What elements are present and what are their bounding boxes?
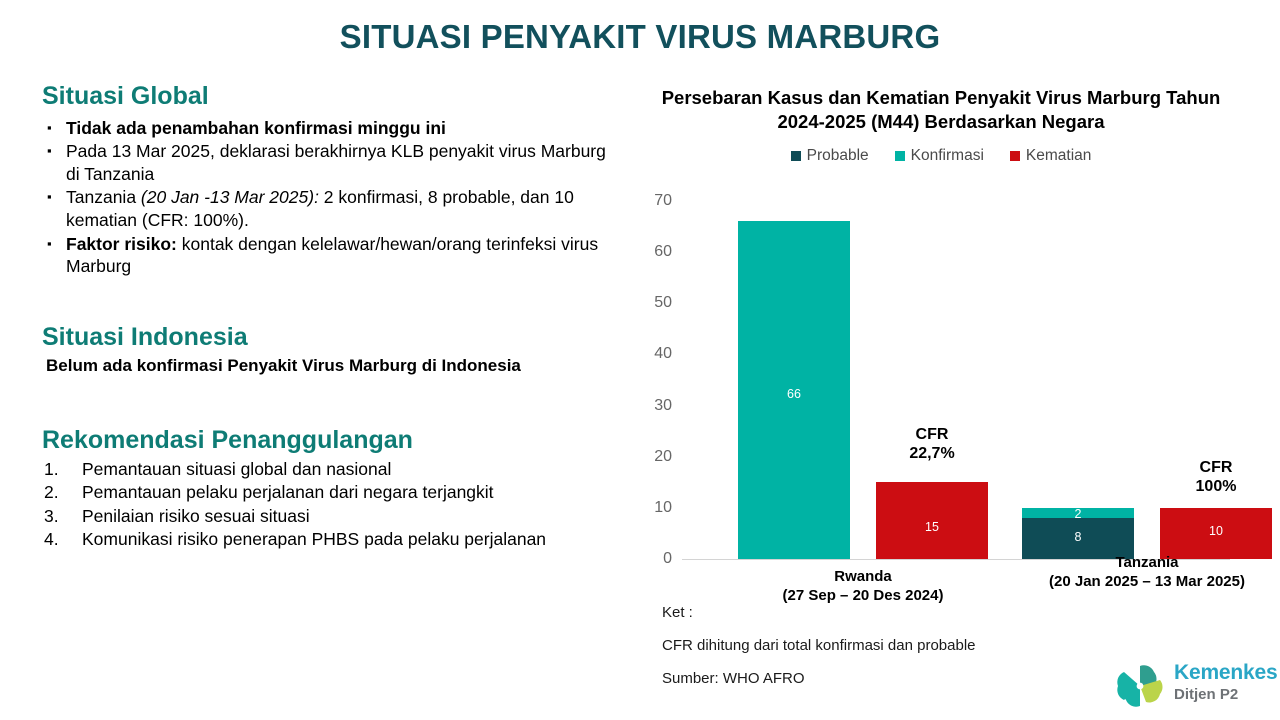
cfr-annotation-line1: CFR	[1199, 458, 1233, 476]
cfr-annotation-line2: 22,7%	[909, 445, 955, 463]
global-bullet-2: ▪ Tanzania (20 Jan -13 Mar 2025): 2 konfi…	[42, 186, 612, 231]
chart-notes: Ket : CFR dihitung dari total konfirmasi…	[662, 604, 1182, 687]
y-axis-tick-20: 20	[654, 447, 672, 465]
y-axis-tick-0: 0	[663, 550, 672, 567]
legend-item-konfirmasi[interactable]: Konfirmasi	[894, 147, 984, 165]
legend-swatch-icon	[894, 151, 905, 162]
category-period: (27 Sep – 20 Des 2024)	[782, 586, 944, 604]
category-period: (20 Jan 2025 – 13 Mar 2025)	[1049, 572, 1245, 590]
global-bullet-3: ▪ Faktor risiko: kontak dengan kelelawar/…	[42, 233, 612, 278]
rekomendasi-text: Komunikasi risiko penerapan PHBS pada pe…	[82, 528, 547, 549]
rekomendasi-number: 2.	[44, 482, 59, 503]
rekomendasi-number: 3.	[44, 505, 59, 526]
y-axis-tick-10: 10	[654, 498, 672, 516]
bar-rwanda-kematian[interactable]: 15	[876, 482, 988, 559]
bullet-square-icon: ▪	[47, 119, 52, 135]
cfr-annotation-line2: 100%	[1195, 478, 1237, 496]
y-axis-tick-60: 60	[654, 243, 672, 261]
global-bullet-text: Tidak ada penambahan konfirmasi minggu i…	[66, 117, 446, 138]
rekomendasi-item-2: 2. Pemantauan pelaku perjalanan dari nega…	[42, 481, 612, 504]
bullet-square-icon: ▪	[47, 189, 52, 205]
legend-swatch-icon	[1009, 151, 1020, 162]
section-heading-indonesia: Situasi Indonesia	[42, 322, 248, 351]
rekomendasi-text: Penilaian risiko sesuai situasi	[82, 505, 310, 526]
rekomendasi-item-3: 3. Penilaian risiko sesuai situasi	[42, 505, 612, 528]
legend-item-probable[interactable]: Probable	[790, 147, 869, 165]
logo-subtitle: Ditjen P2	[1174, 686, 1239, 704]
global-bullet-1: ▪ Pada 13 Mar 2025, deklarasi berakhirnya…	[42, 140, 612, 185]
bar-value-label: 8	[1074, 529, 1082, 544]
note-cfr-definition: CFR dihitung dari total konfirmasi dan p…	[662, 637, 976, 654]
legend-swatch-icon	[790, 151, 801, 162]
plot-area: 66 15 2 8 10 CFR 22,7% CFR 100% Rwanda (27 Sep – 2…	[682, 190, 1272, 604]
chart-panel: Persebaran Kasus dan Kematian Penyakit V…	[636, 86, 1272, 606]
category-name: Tanzania	[1115, 554, 1179, 571]
cfr-annotation-tanzania: CFR 100%	[1160, 458, 1272, 497]
bar-rwanda-konfirmasi[interactable]: 66	[738, 221, 850, 559]
bullet-square-icon: ▪	[47, 143, 52, 159]
rekomendasi-item-4: 4. Komunikasi risiko penerapan PHBS pada …	[42, 528, 612, 551]
bar-tanzania-probable[interactable]: 8	[1022, 518, 1134, 559]
y-axis: 0 10 20 30 40 50 60 70	[636, 190, 678, 567]
cfr-annotation-rwanda: CFR 22,7%	[876, 425, 988, 464]
bar-value-label: 10	[1209, 524, 1223, 539]
chart-title: Persebaran Kasus dan Kematian Penyakit V…	[661, 87, 1221, 132]
rekomendasi-number: 1.	[44, 459, 59, 480]
note-source: Sumber: WHO AFRO	[662, 670, 805, 687]
legend-label: Kematian	[1025, 147, 1092, 165]
legend-label: Konfirmasi	[910, 147, 984, 165]
legend-item-kematian[interactable]: Kematian	[1009, 147, 1092, 165]
bar-value-label: 15	[925, 520, 939, 535]
x-axis-line	[682, 559, 1230, 560]
indonesia-status-text: Belum ada konfirmasi Penyakit Virus Marb…	[46, 356, 521, 376]
chart-plot: 0 10 20 30 40 50 60 70 66 15 2 8 10 CFR 22,7% CFR 100% R…	[636, 190, 1272, 604]
logo-title: Kemenkes	[1174, 661, 1278, 684]
y-axis-tick-30: 30	[654, 396, 672, 414]
global-bullet-text: Tanzania (20 Jan -13 Mar 2025): 2 konfir…	[66, 187, 574, 230]
bar-tanzania-kematian[interactable]: 10	[1160, 507, 1272, 559]
cfr-annotation-line1: CFR	[915, 425, 949, 443]
section-heading-rekomendasi: Rekomendasi Penanggulangan	[42, 426, 413, 455]
rekomendasi-text: Pemantauan pelaku perjalanan dari negara…	[82, 482, 494, 503]
global-bullet-text: Faktor risiko: kontak dengan kelelawar/h…	[66, 233, 599, 277]
kemenkes-flower-icon	[1112, 662, 1168, 715]
global-bullet-text: Pada 13 Mar 2025, deklarasi berakhirnya …	[66, 141, 606, 184]
x-axis-category-rwanda: Rwanda (27 Sep – 20 Des 2024)	[738, 568, 988, 606]
chart-legend: Probable Konfirmasi Kematian	[636, 147, 1246, 165]
global-bullet-list: ▪ Tidak ada penambahan konfirmasi minggu …	[42, 117, 612, 278]
kemenkes-wordmark: Kemenkes Ditjen P2	[1174, 661, 1278, 704]
category-name: Rwanda	[834, 568, 892, 585]
y-axis-tick-70: 70	[654, 192, 672, 209]
rekomendasi-section: Rekomendasi Penanggulangan 1. Pemantauan …	[42, 426, 612, 551]
section-heading-global: Situasi Global	[42, 82, 209, 110]
page-title: SITUASI PENYAKIT VIRUS MARBURG	[339, 18, 941, 55]
left-content-column: Situasi Global ▪ Tidak ada penambahan kon…	[42, 82, 612, 551]
bar-tanzania-konfirmasi[interactable]: 2	[1022, 506, 1134, 521]
note-ket-label: Ket :	[662, 604, 693, 621]
rekomendasi-item-1: 1. Pemantauan situasi global dan nasional	[42, 458, 612, 481]
rekomendasi-text: Pemantauan situasi global dan nasional	[82, 459, 392, 480]
rekomendasi-number: 4.	[44, 528, 59, 549]
indonesia-section: Situasi Indonesia Belum ada konfirmasi P…	[42, 323, 612, 377]
bullet-square-icon: ▪	[47, 235, 52, 251]
bar-value-label: 2	[1074, 506, 1082, 521]
legend-label: Probable	[806, 147, 869, 165]
rekomendasi-list: 1. Pemantauan situasi global dan nasional…	[42, 458, 612, 551]
bar-value-label: 66	[787, 387, 801, 402]
x-axis-category-tanzania: Tanzania (20 Jan 2025 – 13 Mar 2025)	[1022, 554, 1272, 592]
y-axis-tick-50: 50	[654, 294, 672, 312]
kemenkes-logo: Kemenkes Ditjen P2	[1112, 658, 1278, 716]
y-axis-tick-40: 40	[654, 345, 672, 363]
global-bullet-0: ▪ Tidak ada penambahan konfirmasi minggu …	[42, 117, 612, 140]
